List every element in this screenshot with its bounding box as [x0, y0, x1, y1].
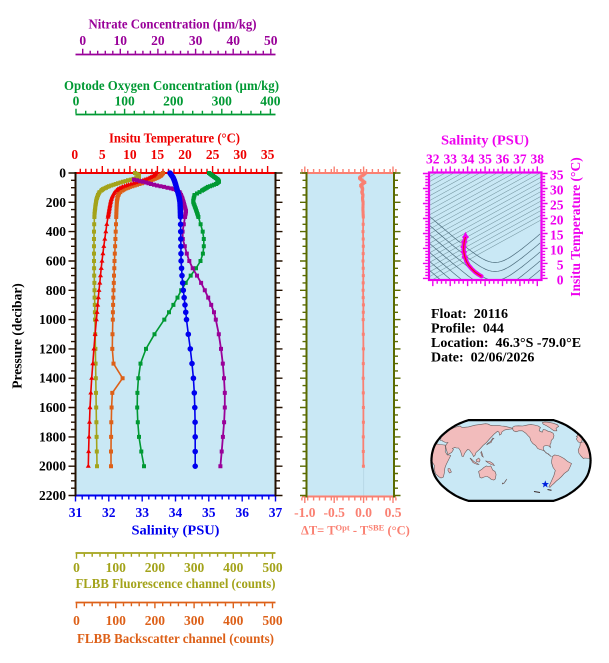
svg-text:-0.5: -0.5	[324, 505, 346, 520]
svg-text:35: 35	[550, 168, 564, 183]
svg-text:400: 400	[46, 224, 67, 239]
svg-text:800: 800	[46, 283, 67, 298]
svg-text:37: 37	[513, 152, 527, 167]
svg-text:400: 400	[223, 560, 244, 575]
svg-text:1600: 1600	[39, 400, 66, 415]
svg-text:0: 0	[557, 272, 564, 287]
svg-text:0: 0	[59, 166, 66, 181]
svg-text:200: 200	[145, 560, 166, 575]
svg-text:600: 600	[46, 254, 67, 269]
svg-text:Salinity (PSU): Salinity (PSU)	[441, 133, 529, 148]
svg-text:0: 0	[73, 613, 80, 628]
svg-text:1400: 1400	[39, 371, 66, 386]
svg-text:200: 200	[163, 94, 184, 109]
svg-text:10: 10	[114, 33, 128, 48]
svg-text:0.0: 0.0	[355, 505, 372, 520]
svg-text:5: 5	[99, 147, 106, 162]
svg-text:0.5: 0.5	[385, 505, 402, 520]
svg-text:FLBB Backscatter channel (coun: FLBB Backscatter channel (counts)	[77, 631, 274, 646]
svg-text:0: 0	[71, 147, 78, 162]
svg-text:1200: 1200	[39, 341, 66, 356]
svg-text:300: 300	[184, 613, 205, 628]
svg-text:36: 36	[496, 152, 510, 167]
svg-text:50: 50	[264, 33, 278, 48]
svg-text:33: 33	[135, 505, 149, 520]
svg-text:Insitu Temperature (°C): Insitu Temperature (°C)	[109, 131, 240, 146]
svg-text:35: 35	[478, 152, 492, 167]
svg-text:30: 30	[233, 147, 247, 162]
svg-text:100: 100	[114, 94, 135, 109]
svg-text:ΔT= TOpt - TSBE (°C): ΔT= TOpt - TSBE (°C)	[301, 523, 410, 538]
svg-text:37: 37	[269, 505, 283, 520]
svg-text:400: 400	[223, 613, 244, 628]
svg-text:1800: 1800	[39, 429, 66, 444]
svg-text:35: 35	[202, 505, 216, 520]
svg-text:35: 35	[261, 147, 275, 162]
svg-text:34: 34	[461, 152, 475, 167]
svg-text:Pressure (decibar): Pressure (decibar)	[10, 283, 25, 389]
svg-text:20: 20	[151, 33, 165, 48]
svg-text:10: 10	[550, 242, 564, 257]
svg-text:100: 100	[106, 560, 127, 575]
svg-text:34: 34	[169, 505, 183, 520]
svg-text:300: 300	[212, 94, 233, 109]
svg-text:2200: 2200	[39, 488, 66, 503]
svg-text:30: 30	[550, 183, 564, 198]
svg-text:20: 20	[178, 147, 192, 162]
svg-text:10: 10	[123, 147, 137, 162]
svg-text:-1.0: -1.0	[294, 505, 316, 520]
svg-text:Float: 20116: Float: 20116	[431, 307, 508, 322]
svg-text:300: 300	[184, 560, 205, 575]
svg-text:1000: 1000	[39, 312, 66, 327]
svg-text:31: 31	[69, 505, 83, 520]
svg-text:FLBB Fluorescence channel (cou: FLBB Fluorescence channel (counts)	[76, 576, 276, 591]
svg-text:Salinity (PSU): Salinity (PSU)	[132, 523, 220, 538]
svg-text:25: 25	[206, 147, 220, 162]
svg-text:15: 15	[550, 228, 564, 243]
svg-text:Optode Oxygen Concentration (µ: Optode Oxygen Concentration (µm/kg)	[64, 78, 279, 93]
svg-text:500: 500	[262, 613, 283, 628]
svg-text:0: 0	[73, 94, 80, 109]
svg-text:36: 36	[235, 505, 249, 520]
svg-text:0: 0	[79, 33, 86, 48]
svg-text:2000: 2000	[39, 459, 66, 474]
svg-text:400: 400	[260, 94, 281, 109]
svg-text:Nitrate Concentration (µm/kg): Nitrate Concentration (µm/kg)	[89, 17, 257, 32]
svg-text:30: 30	[189, 33, 203, 48]
svg-text:32: 32	[102, 505, 116, 520]
svg-text:Insitu Temperature (°C): Insitu Temperature (°C)	[568, 157, 583, 296]
svg-text:500: 500	[262, 560, 283, 575]
svg-text:32: 32	[426, 152, 440, 167]
svg-text:100: 100	[106, 613, 127, 628]
svg-text:Location: 46.3°S -79.0°E: Location: 46.3°S -79.0°E	[431, 336, 581, 351]
svg-text:15: 15	[151, 147, 165, 162]
svg-text:20: 20	[550, 213, 564, 228]
svg-text:200: 200	[46, 195, 67, 210]
svg-text:40: 40	[226, 33, 240, 48]
svg-text:38: 38	[531, 152, 545, 167]
svg-text:5: 5	[557, 257, 564, 272]
svg-text:Profile: 044: Profile: 044	[431, 322, 504, 337]
svg-text:Date: 02/06/2026: Date: 02/06/2026	[431, 351, 534, 366]
svg-text:33: 33	[443, 152, 457, 167]
svg-text:0: 0	[73, 560, 80, 575]
svg-text:25: 25	[550, 198, 564, 213]
svg-text:200: 200	[145, 613, 166, 628]
